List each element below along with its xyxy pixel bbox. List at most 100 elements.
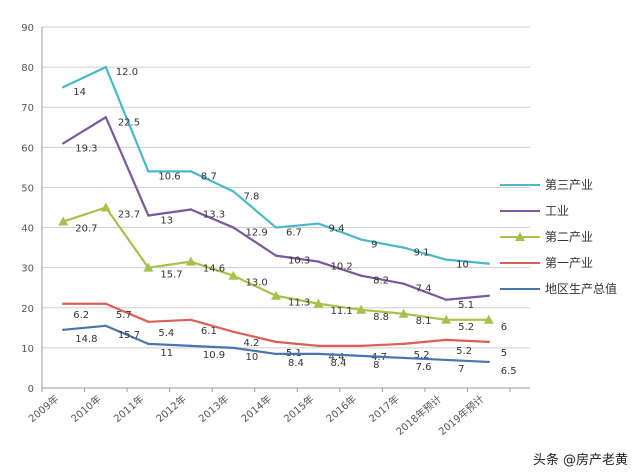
data-label: 23.7 [118,210,140,221]
data-label: 6.5 [501,366,517,377]
data-label: 10.3 [288,256,310,267]
data-label: 5.7 [116,310,132,321]
data-label: 8.2 [373,276,389,287]
data-label: 13.0 [245,278,267,289]
data-point [147,342,150,346]
data-point [398,308,409,318]
data-label: 8.4 [331,358,347,369]
data-point [189,318,193,322]
y-tick-label: 10 [21,344,34,355]
data-point [441,314,452,324]
data-point [317,352,320,356]
data-point [487,294,490,297]
y-tick-label: 90 [21,23,34,34]
legend-label: 第三产业 [545,178,593,192]
data-label: 10.6 [158,171,180,182]
data-point [402,356,405,360]
data-point [232,330,235,334]
legend-label: 地区生产总值 [545,281,617,296]
data-label: 7.6 [416,362,432,373]
data-point [147,320,150,324]
data-point [359,344,363,348]
data-label: 5.4 [158,328,174,339]
legend-marker [515,232,525,241]
data-point [189,344,193,348]
data-label: 13.3 [203,210,225,221]
data-point [62,85,65,89]
data-label: 8.1 [416,316,432,327]
data-label: 6.1 [201,326,217,337]
data-point [317,222,320,225]
data-point [317,260,320,263]
series-line-3 [62,206,489,321]
x-tick-label: 2012年 [153,392,189,425]
data-point [274,352,278,356]
data-label: 15.7 [118,330,140,341]
data-point [274,340,278,344]
data-point [444,358,448,362]
data-label: 7.8 [243,191,259,202]
data-label: 7.4 [416,284,432,295]
data-label: 14.6 [203,264,225,275]
y-tick-label: 80 [21,63,34,74]
data-point [487,340,490,344]
data-label: 22.5 [118,117,140,128]
data-point [274,226,278,229]
data-label: 5.2 [458,322,474,333]
data-label: 6 [501,322,507,333]
data-label: 9 [371,240,377,251]
data-label: 4.4 [329,352,345,363]
y-tick-label: 60 [21,143,34,154]
data-point [444,258,448,261]
data-point [274,254,278,257]
data-point [147,214,150,217]
y-tick-label: 50 [21,183,34,194]
data-point [104,324,108,328]
data-point [317,344,320,348]
data-label: 5.1 [458,300,474,311]
x-tick-label: 2016年 [324,392,360,425]
data-label: 4.2 [243,338,259,349]
data-point [104,302,108,305]
legend-label: 工业 [545,204,569,218]
data-label: 10.2 [331,262,353,273]
data-point [104,65,108,69]
y-tick-label: 40 [21,224,34,235]
data-label: 13 [160,216,173,227]
data-point [104,116,108,119]
y-tick-label: 0 [28,384,34,395]
data-label: 10 [456,260,469,271]
y-tick-label: 30 [21,264,34,275]
data-point [232,190,235,193]
data-point [313,298,324,308]
data-point [483,314,494,324]
x-tick-label: 2014年 [238,392,274,425]
data-label: 8.8 [373,312,389,323]
data-point [402,282,405,285]
data-point [359,354,363,358]
data-point [232,226,235,229]
data-point [62,302,65,305]
data-label: 15.7 [160,270,182,281]
data-label: 11 [160,348,173,359]
data-point [444,338,448,342]
x-tick-label: 2017年 [366,392,402,425]
data-label: 10.9 [203,350,225,361]
data-label: 6.2 [73,310,89,321]
data-point [143,262,154,272]
data-point [359,274,363,277]
y-tick-label: 70 [21,103,34,114]
data-label: 5.2 [414,350,430,361]
data-point [189,208,193,211]
data-label: 14.8 [75,334,97,345]
data-point [228,270,239,280]
data-point [62,142,65,145]
data-label: 5 [501,348,507,359]
watermark: 头条 @房产老黄 [532,453,628,468]
series-line-2 [62,116,489,301]
legend-label: 第二产业 [545,230,593,244]
data-label: 7 [458,364,464,375]
data-point [402,342,405,346]
